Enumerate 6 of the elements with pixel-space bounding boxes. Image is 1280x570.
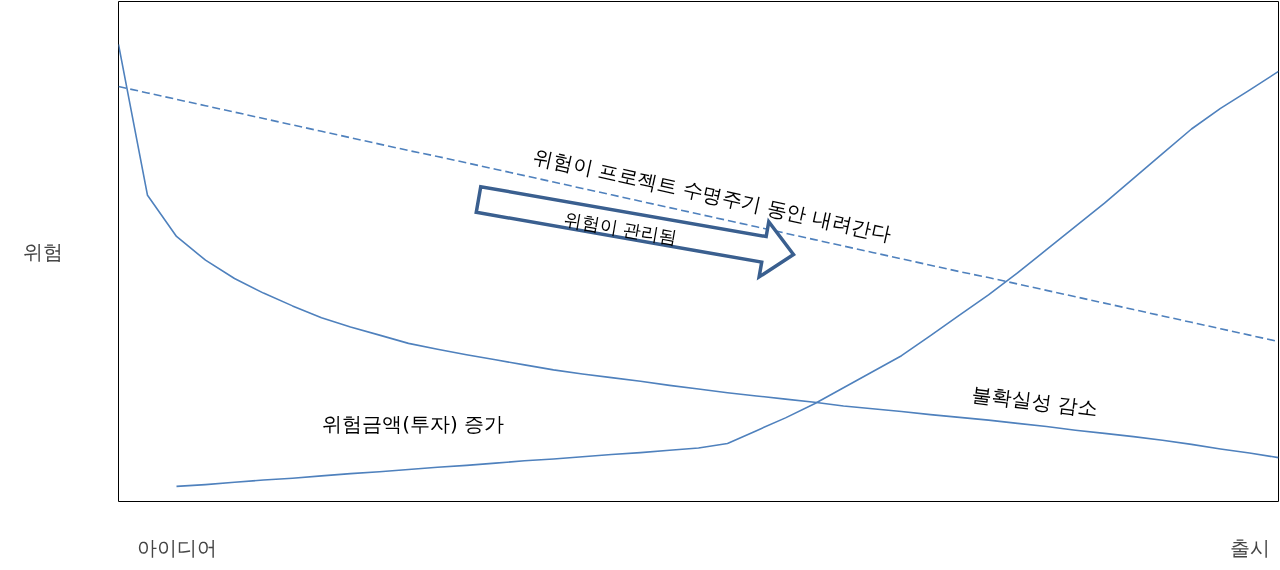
x-tick-label: 아이디어 [136,535,217,560]
annotation: 위험이 관리됨 [562,208,679,249]
series-label: 위험금액(투자) 증가 [322,412,505,437]
text: 불확실성 감소 [970,381,1100,421]
y-axis-title: 위험 [22,239,63,264]
x-tick-label: 출시 [1229,535,1270,560]
